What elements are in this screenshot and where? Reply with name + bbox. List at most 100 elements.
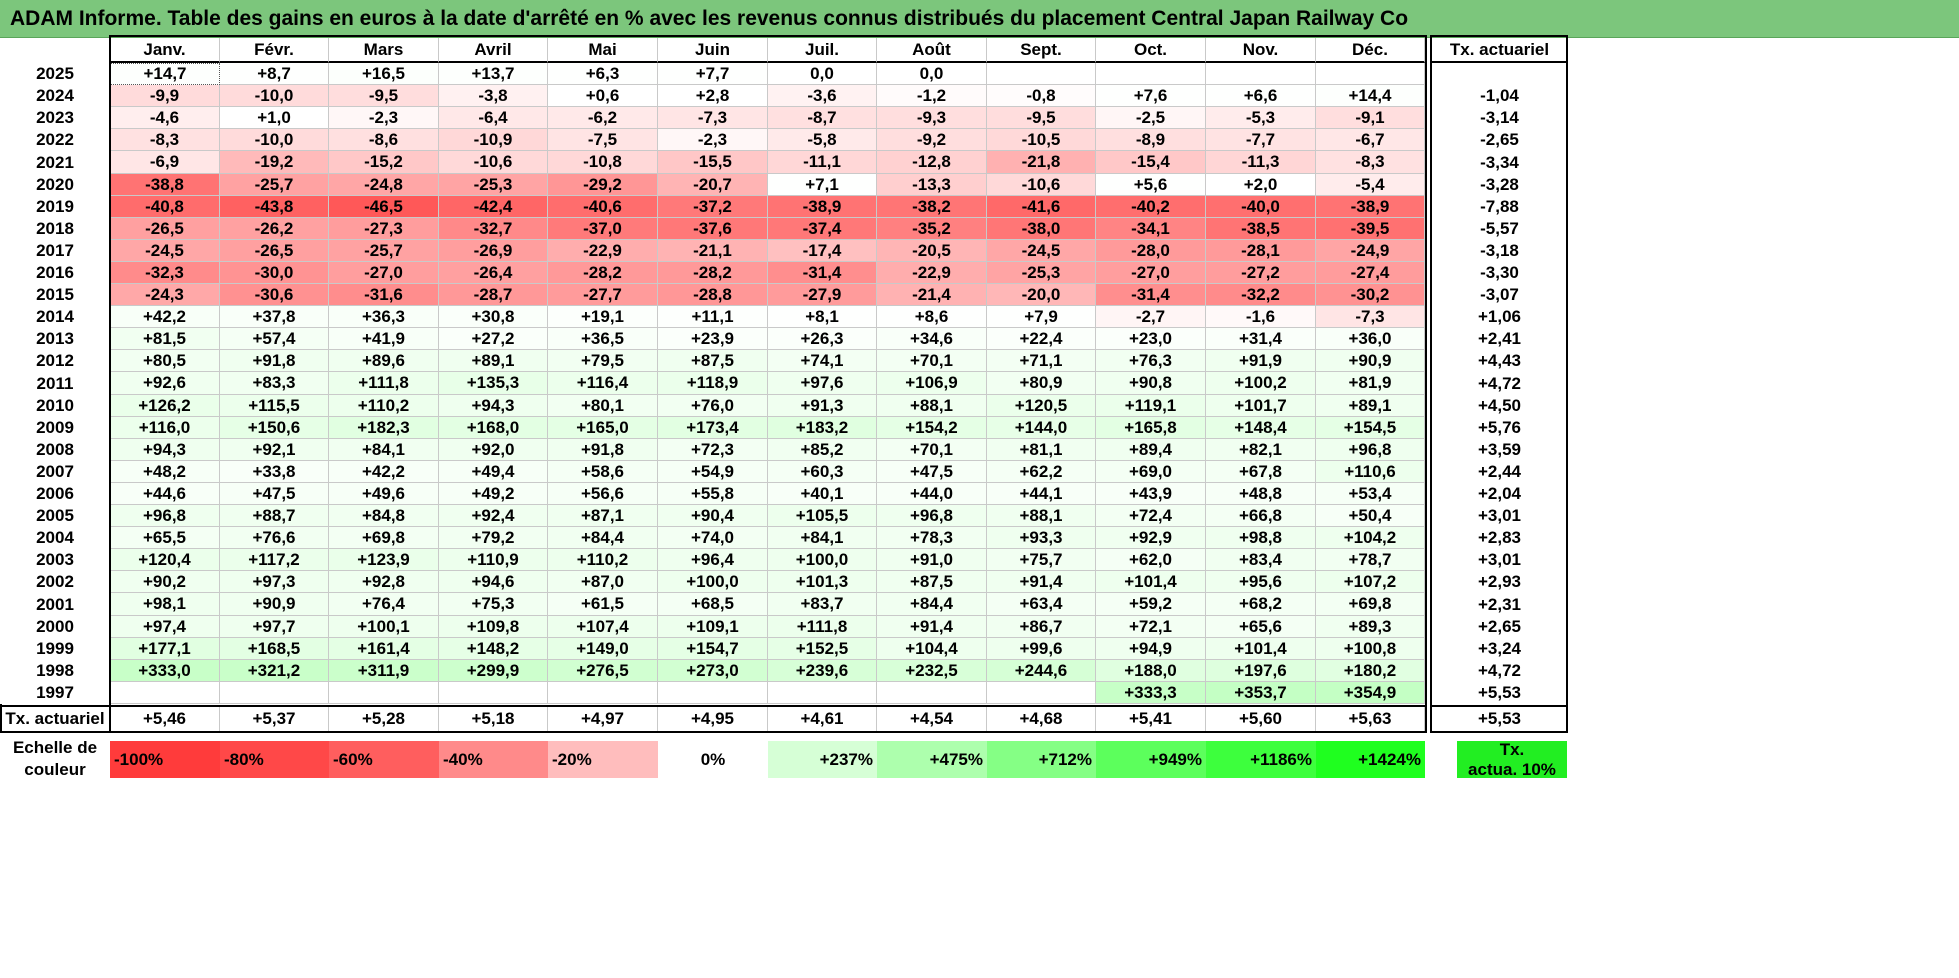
- table-cell[interactable]: -28,8: [658, 284, 768, 306]
- table-cell[interactable]: +111,8: [768, 616, 877, 638]
- table-cell[interactable]: +75,3: [439, 593, 548, 616]
- table-cell[interactable]: -34,1: [1096, 218, 1206, 240]
- table-cell[interactable]: +101,4: [1206, 638, 1316, 660]
- table-cell[interactable]: -5,8: [768, 129, 877, 151]
- table-cell[interactable]: -27,4: [1316, 262, 1425, 284]
- table-cell[interactable]: +87,0: [548, 571, 658, 593]
- table-cell[interactable]: +101,7: [1206, 395, 1316, 417]
- table-cell[interactable]: +7,9: [987, 306, 1096, 328]
- table-cell[interactable]: +90,9: [1316, 350, 1425, 372]
- table-cell[interactable]: +148,2: [439, 638, 548, 660]
- table-cell[interactable]: -6,7: [1316, 129, 1425, 151]
- table-cell[interactable]: +101,3: [768, 571, 877, 593]
- table-cell[interactable]: +239,6: [768, 660, 877, 682]
- table-cell[interactable]: +75,7: [987, 549, 1096, 571]
- table-cell[interactable]: -2,5: [1096, 107, 1206, 129]
- table-cell[interactable]: +81,9: [1316, 372, 1425, 395]
- table-cell[interactable]: [877, 682, 987, 704]
- table-cell[interactable]: -25,7: [220, 174, 329, 196]
- table-cell[interactable]: +165,0: [548, 417, 658, 439]
- table-cell[interactable]: +66,8: [1206, 505, 1316, 527]
- table-cell[interactable]: +76,3: [1096, 350, 1206, 372]
- table-cell[interactable]: +88,7: [220, 505, 329, 527]
- table-cell[interactable]: -20,5: [877, 240, 987, 262]
- table-cell[interactable]: -27,0: [1096, 262, 1206, 284]
- table-cell[interactable]: +76,0: [658, 395, 768, 417]
- table-cell[interactable]: +94,3: [110, 439, 220, 461]
- table-cell[interactable]: -15,5: [658, 151, 768, 174]
- table-cell[interactable]: -10,6: [439, 151, 548, 174]
- table-cell[interactable]: +63,4: [987, 593, 1096, 616]
- table-cell[interactable]: +8,6: [877, 306, 987, 328]
- table-cell[interactable]: +11,1: [658, 306, 768, 328]
- table-cell[interactable]: +90,2: [110, 571, 220, 593]
- table-cell[interactable]: +72,3: [658, 439, 768, 461]
- table-cell[interactable]: +104,4: [877, 638, 987, 660]
- table-cell[interactable]: +49,4: [439, 461, 548, 483]
- table-cell[interactable]: -13,3: [877, 174, 987, 196]
- table-cell[interactable]: +41,9: [329, 328, 439, 350]
- table-cell[interactable]: -8,3: [110, 129, 220, 151]
- table-cell[interactable]: +84,1: [768, 527, 877, 549]
- table-cell[interactable]: -26,9: [439, 240, 548, 262]
- table-cell[interactable]: +84,1: [329, 439, 439, 461]
- table-cell[interactable]: -21,4: [877, 284, 987, 306]
- table-cell[interactable]: -24,3: [110, 284, 220, 306]
- table-cell[interactable]: +81,1: [987, 439, 1096, 461]
- table-cell[interactable]: +36,0: [1316, 328, 1425, 350]
- table-cell[interactable]: +36,3: [329, 306, 439, 328]
- table-cell[interactable]: -38,5: [1206, 218, 1316, 240]
- table-cell[interactable]: +7,6: [1096, 85, 1206, 107]
- table-cell[interactable]: +92,9: [1096, 527, 1206, 549]
- table-cell[interactable]: -24,5: [110, 240, 220, 262]
- table-cell[interactable]: +72,4: [1096, 505, 1206, 527]
- table-cell[interactable]: +168,0: [439, 417, 548, 439]
- table-cell[interactable]: +154,5: [1316, 417, 1425, 439]
- table-cell[interactable]: +87,1: [548, 505, 658, 527]
- table-cell[interactable]: +23,0: [1096, 328, 1206, 350]
- table-cell[interactable]: +89,6: [329, 350, 439, 372]
- table-cell[interactable]: +83,3: [220, 372, 329, 395]
- table-cell[interactable]: +22,4: [987, 328, 1096, 350]
- table-cell[interactable]: +0,6: [548, 85, 658, 107]
- table-cell[interactable]: +97,6: [768, 372, 877, 395]
- table-cell[interactable]: [768, 682, 877, 704]
- table-cell[interactable]: -10,6: [987, 174, 1096, 196]
- table-cell[interactable]: -26,2: [220, 218, 329, 240]
- table-cell[interactable]: +273,0: [658, 660, 768, 682]
- table-cell[interactable]: +100,2: [1206, 372, 1316, 395]
- table-cell[interactable]: +84,8: [329, 505, 439, 527]
- table-cell[interactable]: +120,4: [110, 549, 220, 571]
- table-cell[interactable]: -17,4: [768, 240, 877, 262]
- table-cell[interactable]: +47,5: [877, 461, 987, 483]
- table-cell[interactable]: -29,2: [548, 174, 658, 196]
- table-cell[interactable]: +53,4: [1316, 483, 1425, 505]
- table-cell[interactable]: +62,0: [1096, 549, 1206, 571]
- table-cell[interactable]: +67,8: [1206, 461, 1316, 483]
- table-cell[interactable]: +42,2: [329, 461, 439, 483]
- table-cell[interactable]: +91,4: [987, 571, 1096, 593]
- table-cell[interactable]: -26,5: [220, 240, 329, 262]
- table-cell[interactable]: +109,8: [439, 616, 548, 638]
- table-cell[interactable]: +92,1: [220, 439, 329, 461]
- table-cell[interactable]: -9,1: [1316, 107, 1425, 129]
- table-cell[interactable]: -6,9: [110, 151, 220, 174]
- table-cell[interactable]: +65,5: [110, 527, 220, 549]
- table-cell[interactable]: +90,4: [658, 505, 768, 527]
- table-cell[interactable]: -41,6: [987, 196, 1096, 218]
- table-cell[interactable]: -3,8: [439, 85, 548, 107]
- table-cell[interactable]: +68,2: [1206, 593, 1316, 616]
- table-cell[interactable]: +1,0: [220, 107, 329, 129]
- table-cell[interactable]: +110,6: [1316, 461, 1425, 483]
- table-cell[interactable]: -9,2: [877, 129, 987, 151]
- table-cell[interactable]: +56,6: [548, 483, 658, 505]
- table-cell[interactable]: +161,4: [329, 638, 439, 660]
- table-cell[interactable]: +74,0: [658, 527, 768, 549]
- table-cell[interactable]: -22,9: [548, 240, 658, 262]
- table-cell[interactable]: +299,9: [439, 660, 548, 682]
- table-cell[interactable]: -1,6: [1206, 306, 1316, 328]
- table-cell[interactable]: -39,5: [1316, 218, 1425, 240]
- table-cell[interactable]: 0,0: [877, 63, 987, 85]
- table-cell[interactable]: -1,2: [877, 85, 987, 107]
- table-cell[interactable]: +40,1: [768, 483, 877, 505]
